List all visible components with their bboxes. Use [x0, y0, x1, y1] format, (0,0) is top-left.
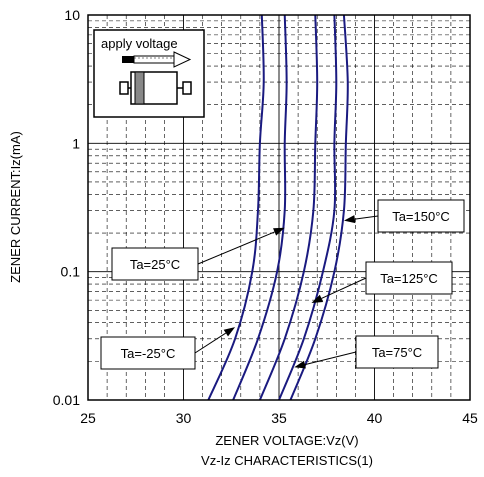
callout-arrow-ta-125	[321, 277, 367, 299]
series-line-0	[207, 14, 265, 401]
x-tick-label: 40	[367, 410, 383, 426]
series-line-4	[289, 14, 349, 401]
callout-ta-minus-25: Ta=-25°C	[100, 327, 236, 370]
series-line-1	[232, 14, 288, 401]
x-tick-label: 25	[80, 410, 96, 426]
x-tick-labels: 25 30 35 40 45	[80, 410, 478, 426]
callout-label-ta-150: Ta=150°C	[392, 209, 450, 224]
callout-label-ta-75: Ta=75°C	[372, 345, 422, 360]
x-tick-label: 30	[176, 410, 192, 426]
x-tick-label: 45	[462, 410, 478, 426]
series-lines	[207, 14, 349, 401]
series-line-3	[278, 14, 338, 401]
callout-arrowhead-ta-75	[294, 360, 306, 369]
y-axis-title: ZENER CURRENT:Iz(mA)	[8, 131, 23, 283]
series-line-2	[258, 14, 319, 401]
callout-box-ta-125	[365, 261, 453, 295]
callout-box-ta-minus-25	[100, 336, 196, 370]
callout-arrowhead-ta-150	[343, 215, 356, 224]
callout-arrowhead-ta-25	[273, 227, 285, 236]
diode-icon	[119, 71, 192, 105]
y-tick-label: 0.01	[53, 392, 80, 408]
callout-label-ta-minus-25: Ta=-25°C	[121, 346, 176, 361]
y-tick-labels: 0.01 0.1 1 10	[53, 7, 80, 408]
callout-box-ta-75	[355, 335, 439, 369]
y-tick-label: 10	[64, 7, 80, 23]
inset-label: apply voltage	[101, 36, 178, 51]
x-axis-title: ZENER VOLTAGE:Vz(V)	[215, 433, 358, 448]
callout-label-ta-25: Ta=25°C	[130, 257, 180, 272]
plot-frame	[87, 14, 471, 401]
y-tick-label: 0.1	[61, 264, 81, 280]
apply-voltage-inset: apply voltage	[93, 29, 205, 118]
callout-arrow-ta-25	[197, 231, 275, 265]
arrow-icon	[122, 51, 192, 68]
chart-title: Vz-Iz CHARACTERISTICS(1)	[201, 453, 373, 468]
temperature-callouts: Ta=150°C Ta=25°C Ta=125°C Ta=-25°C Ta=75…	[100, 199, 465, 370]
callout-box-ta-25	[111, 247, 199, 281]
callout-ta-125: Ta=125°C	[311, 261, 453, 303]
callout-label-ta-125: Ta=125°C	[380, 271, 438, 286]
callout-arrow-ta-150	[354, 215, 379, 220]
callout-arrowhead-ta-125	[311, 294, 324, 303]
callout-arrowhead-ta-minus-25	[223, 327, 236, 337]
callout-ta-25: Ta=25°C	[111, 227, 285, 281]
callout-ta-75: Ta=75°C	[294, 335, 439, 369]
x-tick-label: 35	[271, 410, 287, 426]
y-tick-label: 1	[72, 135, 80, 151]
callout-ta-150: Ta=150°C	[343, 199, 465, 233]
callout-arrow-ta-75	[304, 351, 357, 366]
callout-arrow-ta-minus-25	[194, 332, 227, 354]
callout-box-ta-150	[377, 199, 465, 233]
